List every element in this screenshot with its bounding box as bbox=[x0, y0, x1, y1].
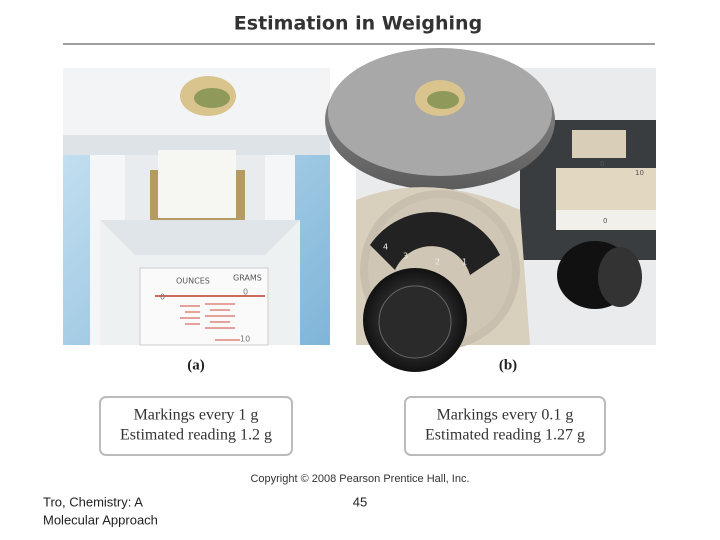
page-number: 45 bbox=[353, 494, 367, 509]
copyright: Copyright © 2008 Pearson Prentice Hall, … bbox=[250, 473, 469, 485]
caption: (b) bbox=[499, 357, 517, 373]
footer-source: Molecular Approach bbox=[43, 512, 158, 527]
photo-a: OUNCES GRAMS 0 0 10 bbox=[63, 68, 330, 346]
dial-mark: 4 bbox=[383, 243, 388, 252]
title: Estimation in Weighing bbox=[234, 13, 482, 35]
note-line: Estimated reading 1.27 g bbox=[425, 427, 585, 444]
dial-mark: 2 bbox=[435, 258, 440, 267]
photo-b: 0 10 0 4 3 2 1 bbox=[325, 48, 656, 372]
dial-mark: 3 bbox=[403, 252, 408, 261]
note-box bbox=[99, 396, 293, 456]
scale-mark: 0 bbox=[160, 293, 165, 302]
note-box bbox=[404, 396, 606, 456]
slider-mark: 0 bbox=[600, 160, 604, 168]
scale-unit: OUNCES bbox=[176, 277, 210, 286]
slider-mark: 0 bbox=[603, 217, 607, 225]
dial-mark: 1 bbox=[462, 258, 467, 267]
scale-mark: 0 bbox=[243, 288, 248, 297]
scale-unit: GRAMS bbox=[233, 274, 262, 283]
scale-mark: 10 bbox=[240, 335, 250, 344]
note-line: Markings every 0.1 g bbox=[437, 407, 574, 424]
slider-mark: 10 bbox=[635, 169, 644, 177]
caption: (a) bbox=[187, 357, 205, 373]
note-line: Markings every 1 g bbox=[134, 407, 259, 424]
note-line: Estimated reading 1.2 g bbox=[120, 427, 272, 444]
footer-source: Tro, Chemistry: A bbox=[43, 494, 143, 509]
